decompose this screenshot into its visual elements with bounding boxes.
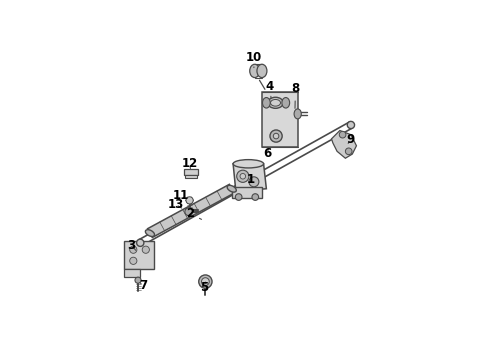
Ellipse shape (270, 99, 280, 106)
Ellipse shape (339, 131, 346, 138)
Polygon shape (233, 164, 267, 192)
Ellipse shape (185, 208, 193, 216)
Polygon shape (184, 169, 198, 175)
Ellipse shape (130, 246, 137, 253)
Ellipse shape (227, 185, 236, 192)
Ellipse shape (273, 133, 279, 139)
Ellipse shape (137, 239, 144, 246)
Text: 2: 2 (186, 207, 201, 220)
Ellipse shape (146, 230, 154, 237)
Ellipse shape (257, 64, 267, 77)
Ellipse shape (201, 278, 209, 285)
Text: 4: 4 (266, 81, 274, 99)
Polygon shape (123, 269, 140, 278)
Ellipse shape (347, 121, 355, 129)
Polygon shape (185, 175, 196, 179)
Ellipse shape (263, 98, 270, 108)
Ellipse shape (252, 194, 259, 201)
Ellipse shape (345, 148, 352, 155)
Ellipse shape (199, 275, 212, 288)
Text: 1: 1 (247, 172, 255, 185)
Text: 3: 3 (127, 239, 136, 252)
Ellipse shape (294, 109, 301, 119)
Polygon shape (123, 242, 153, 269)
Text: 10: 10 (246, 51, 262, 68)
Polygon shape (147, 184, 234, 238)
Polygon shape (232, 187, 262, 198)
Ellipse shape (250, 64, 260, 77)
Ellipse shape (270, 130, 282, 142)
Ellipse shape (235, 194, 242, 201)
Text: 12: 12 (181, 157, 197, 170)
Text: 11: 11 (173, 189, 190, 202)
Ellipse shape (268, 97, 283, 108)
Ellipse shape (233, 159, 264, 168)
Ellipse shape (282, 98, 290, 108)
Ellipse shape (186, 197, 193, 204)
Text: 7: 7 (139, 279, 147, 292)
Ellipse shape (142, 246, 149, 253)
Polygon shape (262, 92, 298, 147)
Text: 5: 5 (200, 281, 208, 294)
Ellipse shape (240, 174, 245, 179)
Polygon shape (332, 131, 356, 158)
Ellipse shape (135, 277, 141, 283)
Text: 9: 9 (346, 133, 354, 146)
Text: 13: 13 (168, 198, 184, 211)
Ellipse shape (130, 257, 137, 264)
Ellipse shape (249, 177, 259, 187)
Ellipse shape (237, 170, 249, 183)
Text: 8: 8 (292, 82, 299, 108)
Text: 6: 6 (263, 147, 271, 160)
